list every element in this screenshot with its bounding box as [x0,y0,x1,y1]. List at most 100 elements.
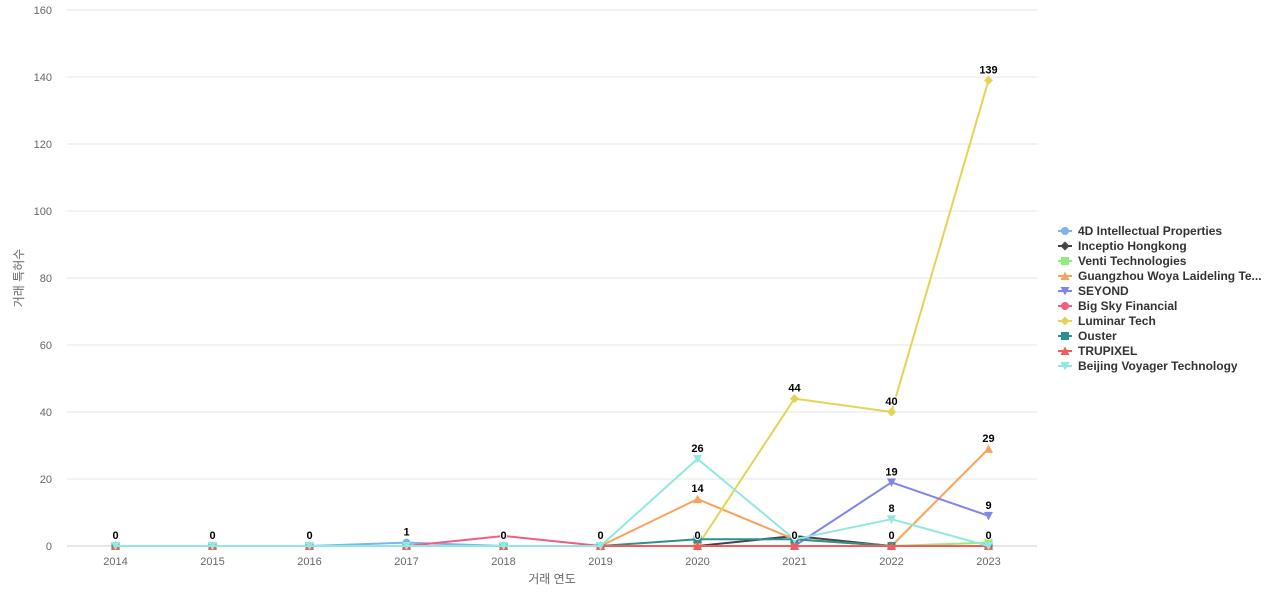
data-label: 29 [982,433,994,445]
data-point [305,542,314,551]
data-point [693,541,702,550]
y-tick-label: 100 [34,206,52,218]
data-point [790,541,799,550]
legend-label: Beijing Voyager Technology [1078,359,1238,373]
data-point [984,75,993,85]
legend-label: Big Sky Financial [1078,299,1177,313]
legend-label: Ouster [1078,329,1117,343]
y-tick-label: 0 [46,541,52,553]
legend-marker [1061,227,1069,235]
x-tick-label: 2017 [394,556,418,568]
data-point [790,394,799,404]
data-point [790,535,799,544]
data-point [499,531,508,540]
data-label: 44 [788,383,801,395]
data-point [596,542,605,551]
x-tick-label: 2018 [491,556,515,568]
data-point [887,541,896,550]
data-point [887,407,896,417]
y-axis-ticks: 0 20 40 60 80 100 120 140 160 [34,5,52,553]
legend-label: Venti Technologies [1078,254,1187,268]
legend-label: Luminar Tech [1078,314,1156,328]
data-label: 0 [985,530,991,542]
series-5 [111,531,993,550]
series-line [115,448,990,547]
series-3 [111,444,993,550]
legend-marker [1060,241,1070,251]
legend-marker [1061,257,1069,265]
legend-item[interactable]: TRUPIXEL [1058,344,1137,358]
data-label: 0 [888,530,894,542]
series-line [115,80,990,547]
data-point [111,542,120,551]
legend-marker [1061,302,1069,310]
data-point [984,542,993,551]
grid-lines [67,9,1037,547]
y-tick-label: 160 [34,5,52,17]
data-point [887,515,896,524]
data-label: 139 [979,64,997,76]
data-label: 0 [112,530,118,542]
x-tick-label: 2023 [976,556,1000,568]
legend-marker [1060,316,1070,326]
legend-label: Inceptio Hongkong [1078,239,1187,253]
series-9 [111,454,993,551]
legend-label: Guangzhou Woya Laideling Te... [1078,269,1262,283]
data-label: 1 [403,527,409,539]
data-label: 9 [985,500,991,512]
x-axis-ticks: 2014 2015 2016 2017 2018 2019 2020 2021 2022 2023 [103,556,1000,568]
y-axis-title: 거래 특허수 [12,249,26,308]
legend-item[interactable]: Ouster [1058,329,1117,343]
data-label: 14 [691,483,704,495]
data-point [402,542,411,551]
y-tick-label: 80 [40,273,52,285]
data-point [693,494,702,504]
data-point [984,444,993,453]
legend-marker [1061,332,1069,340]
data-label: 0 [694,530,700,542]
x-tick-label: 2022 [879,556,903,568]
data-label: 0 [500,530,506,542]
data-label: 26 [691,443,703,455]
x-axis-title: 거래 연도 [528,572,576,586]
x-tick-label: 2020 [685,556,709,568]
data-label: 0 [306,530,312,542]
x-tick-label: 2021 [782,556,806,568]
legend-marker [1060,362,1070,371]
x-tick-label: 2016 [297,556,321,568]
x-tick-label: 2019 [588,556,612,568]
y-tick-label: 20 [40,474,52,486]
legend-label: 4D Intellectual Properties [1078,224,1222,238]
legend-marker [1060,271,1070,280]
data-point [693,535,702,544]
legend-item[interactable]: SEYOND [1058,284,1129,298]
data-label: 0 [791,530,797,542]
data-point [984,511,993,521]
legend-item[interactable]: Guangzhou Woya Laideling Te... [1058,269,1262,283]
data-point [887,478,896,487]
data-label: 8 [888,503,894,515]
legend-item[interactable]: Big Sky Financial [1058,299,1177,313]
data-label: 0 [209,530,215,542]
legend-item[interactable]: Inceptio Hongkong [1058,239,1187,253]
legend-item[interactable]: Venti Technologies [1058,254,1187,268]
legend-label: TRUPIXEL [1078,344,1137,358]
legend-item[interactable]: Luminar Tech [1058,314,1156,328]
series-line [115,457,989,547]
data-point [499,542,508,551]
series-4 [111,478,993,551]
y-tick-label: 60 [40,340,52,352]
x-tick-label: 2015 [200,556,224,568]
legend-item[interactable]: Beijing Voyager Technology [1058,359,1238,373]
y-tick-label: 40 [40,407,52,419]
legend-item[interactable]: 4D Intellectual Properties [1058,224,1222,238]
legend-marker [1060,346,1070,355]
series-lines [111,75,993,551]
y-tick-label: 140 [34,72,52,84]
x-tick-label: 2014 [103,556,127,568]
data-labels: 0 0 0 1 0 0 26 14 0 44 0 40 19 8 0 139 29 9 0 [111,63,998,543]
data-label: 0 [597,530,603,542]
data-point [693,454,702,464]
